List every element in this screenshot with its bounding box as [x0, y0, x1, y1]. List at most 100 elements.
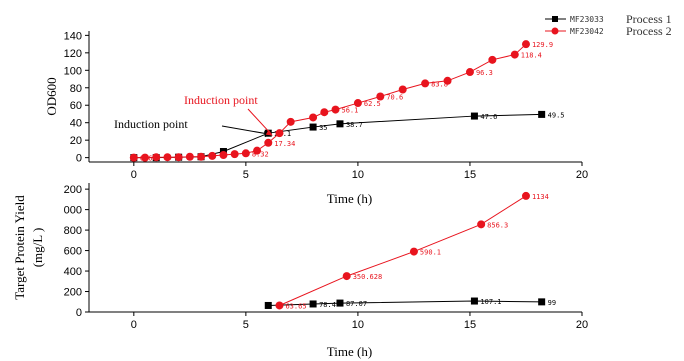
data-point-MF23042 [241, 149, 250, 158]
data-point-MF23042 [309, 113, 318, 122]
data-point-MF23042 [275, 129, 284, 138]
data-point-MF23042 [331, 105, 340, 114]
data-point-MF23042 [376, 92, 385, 101]
data-label: 49.5 [548, 111, 565, 119]
data-point-MF23042 [264, 138, 273, 147]
data-point-MF23042 [129, 153, 138, 162]
x-tick-label: 15 [464, 319, 476, 331]
y-tick-label: 80 [70, 83, 82, 95]
data-point-MF23042 [443, 76, 452, 85]
annotation-arrowhead-2 [265, 129, 273, 136]
legend: MF23033 Process 1 MF23042 Process 2 [545, 12, 672, 38]
data-point-MF23033 [538, 298, 546, 306]
data-label: 35 [319, 124, 327, 132]
y-tick-label: 0 [76, 307, 82, 319]
x-tick-label: 10 [352, 319, 364, 331]
x-tick-label: 0 [131, 169, 137, 181]
data-label: 1134 [532, 193, 549, 201]
data-point-MF23042 [174, 153, 183, 162]
data-point-MF23042 [286, 117, 295, 126]
data-label: 47.6 [480, 113, 497, 121]
data-point-MF23042 [398, 85, 407, 94]
y-axis-label: OD600 [44, 77, 59, 115]
x-tick-label: 15 [464, 169, 476, 181]
legend-name-MF23033: Process 1 [626, 12, 672, 26]
data-label: 107.1 [480, 298, 501, 306]
data-label: 129.9 [532, 41, 553, 49]
data-label: 99 [548, 299, 556, 307]
x-tick-label: 20 [576, 319, 588, 331]
data-point-MF23042 [253, 146, 262, 155]
data-point-MF23042 [421, 79, 430, 88]
y-tick-label: 40 [70, 118, 82, 130]
data-point-MF23042 [141, 153, 150, 162]
data-point-MF23042 [409, 247, 418, 256]
legend-entry-MF23042: MF23042 [570, 27, 604, 36]
data-point-MF23033 [336, 120, 344, 128]
legend-entry-MF23033: MF23033 [570, 15, 604, 24]
data-label: 62.5 [364, 100, 381, 108]
annotation-arrow-2 [247, 108, 272, 135]
data-point-MF23033 [309, 300, 317, 308]
data-label: 8.32 [252, 150, 269, 158]
data-point-MF23042 [197, 152, 206, 161]
data-point-MF23042 [477, 220, 486, 229]
data-point-MF23042 [219, 151, 228, 160]
data-label: 78.4 [319, 301, 336, 309]
data-point-MF23042 [521, 191, 530, 200]
y-tick-label: 0 [76, 153, 82, 165]
data-point-MF23042 [353, 99, 362, 108]
data-point-MF23042 [163, 153, 172, 162]
data-point-MF23042 [230, 150, 239, 159]
data-label: 96.3 [476, 69, 493, 77]
data-point-MF23042 [465, 68, 474, 77]
data-label: 38.7 [346, 121, 363, 129]
data-label: 856.3 [487, 221, 508, 229]
y-tick-label: 200 [64, 287, 82, 299]
data-point-MF23033 [470, 112, 478, 120]
y-tick-label: 100 [64, 65, 82, 77]
legend-marker-MF23033 [552, 16, 558, 22]
data-point-MF23033 [470, 297, 478, 305]
data-point-MF23042 [342, 272, 351, 281]
x-tick-label: 10 [352, 169, 364, 181]
data-point-MF23042 [208, 151, 217, 160]
data-point-MF23042 [152, 153, 161, 162]
data-point-MF23033 [538, 110, 546, 118]
y-tick-label: 20 [70, 135, 82, 147]
y-tick-label: 140 [64, 30, 82, 42]
data-label: 590.1 [420, 249, 441, 257]
y-tick-label: 000 [64, 205, 82, 217]
x-tick-label: 5 [243, 169, 249, 181]
data-label: 83.8 [431, 80, 448, 88]
y-tick-label: 600 [64, 246, 82, 258]
data-point-MF23042 [510, 50, 519, 59]
data-point-MF23033 [309, 123, 317, 131]
data-point-MF23042 [488, 55, 497, 64]
legend-marker-MF23042 [551, 27, 559, 35]
y-tick-label: 800 [64, 225, 82, 237]
data-point-MF23042 [275, 301, 284, 310]
y-axis-label: Target Protein Yield [12, 195, 27, 300]
y-tick-label: 400 [64, 266, 82, 278]
annotation-induction-point-1: Induction point [114, 117, 188, 131]
x-tick-label: 20 [576, 169, 588, 181]
y-tick-label: 200 [64, 184, 82, 196]
series-line-MF23042 [279, 195, 527, 306]
data-label: 17.34 [274, 140, 295, 148]
data-label: 70.6 [386, 94, 403, 102]
data-point-MF23042 [521, 40, 530, 49]
annotation-induction-point-2: Induction point [184, 93, 258, 107]
data-point-MF23042 [185, 152, 194, 161]
data-label: 56.1 [342, 107, 359, 115]
x-tick-label: 5 [243, 319, 249, 331]
data-label: 118.4 [521, 52, 542, 60]
data-point-MF23033 [264, 301, 272, 309]
y-tick-label: 60 [70, 100, 82, 112]
data-label: 87.07 [346, 300, 367, 308]
y-axis-unit-label: (mg/L ) [30, 228, 45, 268]
x-axis-label: Time (h) [327, 344, 372, 359]
